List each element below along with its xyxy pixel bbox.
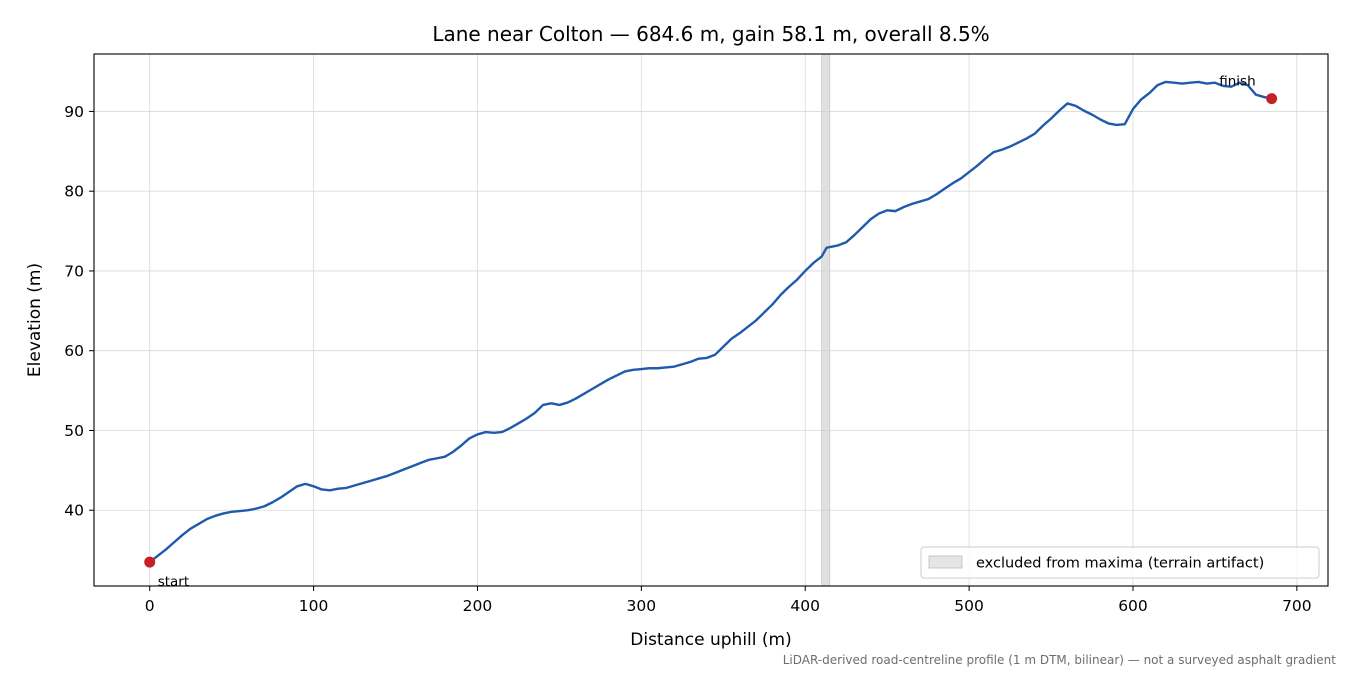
y-tick-label: 70: [64, 262, 84, 280]
series-layer: [148, 80, 1273, 564]
grid-lines: [94, 54, 1328, 586]
x-tick-label: 100: [299, 597, 329, 615]
y-tick-label: 90: [64, 103, 84, 121]
x-axis-label: Distance uphill (m): [630, 630, 791, 650]
legend: excluded from maxima (terrain artifact): [920, 546, 1320, 579]
elevation-line: [148, 80, 1273, 564]
legend-box: [920, 546, 1320, 579]
start-label: start: [158, 574, 189, 590]
y-tick-label: 50: [64, 422, 84, 440]
chart-title: Lane near Colton — 684.6 m, gain 58.1 m,…: [432, 22, 989, 46]
finish-marker: [1266, 93, 1278, 105]
footnote: LiDAR-derived road-centreline profile (1…: [783, 653, 1337, 667]
legend-label-excluded: excluded from maxima (terrain artifact): [976, 556, 1264, 572]
finish-label: finish: [1219, 74, 1255, 90]
x-tick-label: 700: [1282, 597, 1312, 615]
plot-frame: [93, 53, 1329, 587]
y-axis-ticks: 40 50 60 70 80 90: [64, 103, 94, 520]
x-tick-label: 600: [1118, 597, 1148, 615]
x-tick-label: 500: [954, 597, 984, 615]
x-axis-ticks: 0 100 200 300 400 500 600 700: [145, 586, 1312, 615]
excluded-band: [821, 53, 831, 587]
x-tick-label: 0: [145, 597, 155, 615]
y-tick-label: 60: [64, 342, 84, 360]
legend-swatch-excluded: [928, 555, 963, 569]
y-tick-label: 80: [64, 183, 84, 201]
x-tick-label: 200: [463, 597, 493, 615]
marker-layer: start finish: [144, 74, 1278, 590]
excluded-band-layer: [821, 53, 831, 587]
start-marker: [144, 556, 156, 568]
y-tick-label: 40: [64, 502, 84, 520]
x-tick-label: 400: [790, 597, 820, 615]
y-axis-label: Elevation (m): [25, 263, 45, 377]
x-tick-label: 300: [627, 597, 657, 615]
